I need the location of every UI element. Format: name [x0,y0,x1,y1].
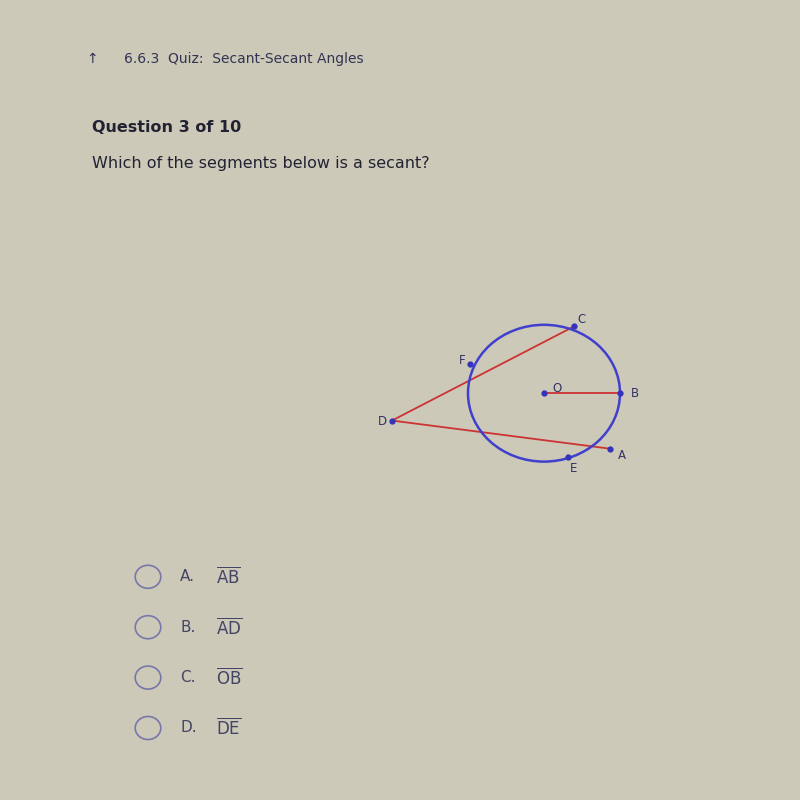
Text: E: E [570,462,577,474]
Text: Which of the segments below is a secant?: Which of the segments below is a secant? [92,156,430,170]
Text: A: A [618,449,626,462]
Text: D: D [378,414,386,428]
Text: $\overline{\mathregular{AD}}$: $\overline{\mathregular{AD}}$ [216,617,242,638]
Text: D.: D. [180,721,197,735]
Text: $\overline{\mathregular{AB}}$: $\overline{\mathregular{AB}}$ [216,566,241,587]
Text: 6.6.3  Quiz:  Secant-Secant Angles: 6.6.3 Quiz: Secant-Secant Angles [124,52,364,66]
Text: F: F [458,354,465,366]
Text: ↑: ↑ [86,52,98,66]
Text: B.: B. [180,620,195,634]
Text: O: O [552,382,562,395]
Text: Question 3 of 10: Question 3 of 10 [92,120,242,134]
Text: A.: A. [180,570,195,584]
Text: C.: C. [180,670,195,685]
Text: $\overline{\mathregular{OB}}$: $\overline{\mathregular{OB}}$ [216,667,242,688]
Text: C: C [578,313,586,326]
Text: B: B [630,386,638,400]
Text: $\overline{\mathregular{DE}}$: $\overline{\mathregular{DE}}$ [216,718,242,738]
